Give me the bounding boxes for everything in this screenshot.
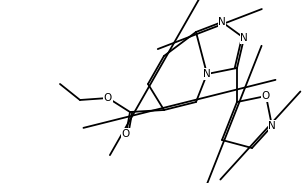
Text: N: N bbox=[268, 121, 276, 131]
Text: N: N bbox=[218, 17, 226, 27]
Text: O: O bbox=[104, 93, 112, 103]
Text: N: N bbox=[240, 33, 248, 43]
Text: O: O bbox=[122, 129, 130, 139]
Text: O: O bbox=[262, 91, 270, 101]
Text: N: N bbox=[203, 69, 211, 79]
